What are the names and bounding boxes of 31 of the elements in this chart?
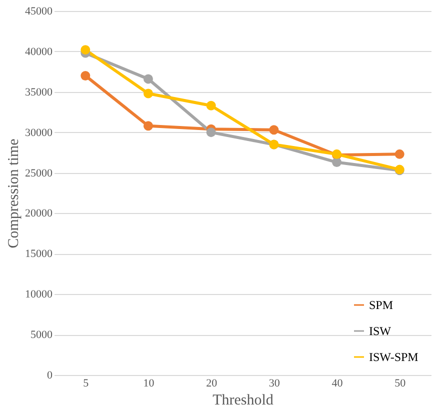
x-tick-label: 10 bbox=[143, 378, 155, 390]
point bbox=[80, 70, 90, 80]
y-tick-label: 10000 bbox=[25, 288, 53, 301]
x-tick-label: 5 bbox=[83, 378, 90, 390]
point bbox=[269, 125, 279, 135]
point bbox=[144, 74, 153, 84]
x-tick-label: 20 bbox=[206, 378, 218, 390]
legend-label: SPM bbox=[369, 298, 394, 312]
point bbox=[144, 88, 153, 98]
point bbox=[206, 100, 216, 110]
point bbox=[206, 128, 216, 138]
x-tick-label: 30 bbox=[268, 378, 280, 390]
x-tick-label: 40 bbox=[332, 378, 344, 390]
point bbox=[394, 149, 404, 159]
y-tick-label: 20000 bbox=[25, 208, 53, 220]
y-tick-label: 0 bbox=[47, 370, 53, 382]
y-tick-label: 15000 bbox=[25, 248, 53, 260]
point bbox=[332, 158, 342, 167]
y-tick-label: 5000 bbox=[30, 329, 53, 342]
y-tick-label: 40000 bbox=[25, 46, 53, 58]
legend-label: ISW bbox=[369, 324, 392, 338]
x-axis-title: Threshold bbox=[212, 392, 274, 408]
y-tick-label: 45000 bbox=[25, 6, 53, 18]
y-tick-label: 25000 bbox=[25, 167, 53, 180]
y-tick-label: 30000 bbox=[25, 126, 53, 139]
x-tick-label: 50 bbox=[394, 378, 406, 390]
y-tick-label: 35000 bbox=[25, 86, 53, 98]
point bbox=[80, 45, 90, 55]
y-axis-title: Compression time bbox=[6, 138, 22, 248]
legend-label: ISW-SPM bbox=[369, 350, 419, 364]
point bbox=[144, 121, 153, 131]
